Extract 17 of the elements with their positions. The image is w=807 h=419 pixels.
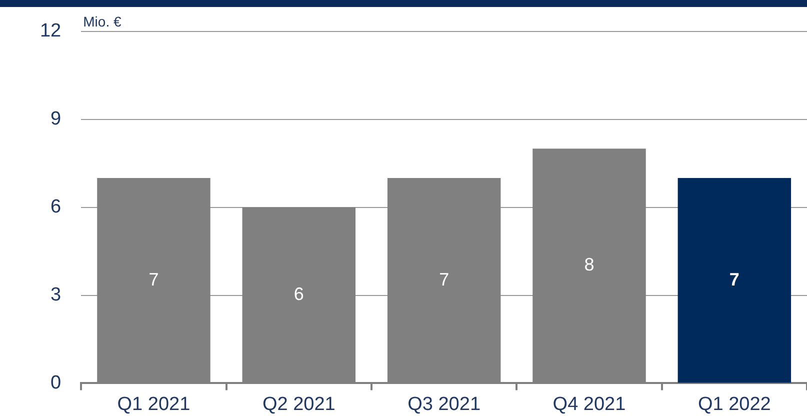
data-label: 7	[439, 269, 450, 290]
bar	[678, 178, 792, 383]
x-tick-label: Q3 2021	[408, 394, 481, 415]
y-axis-title: Mio. €	[83, 13, 122, 30]
data-label: 8	[584, 254, 594, 275]
y-tick-label: 12	[40, 20, 62, 42]
y-tick-label: 3	[50, 284, 62, 306]
y-tick-label: 0	[50, 372, 62, 394]
x-tick-label: Q2 2021	[262, 394, 336, 415]
data-label: 7	[729, 269, 740, 290]
data-label: 7	[148, 269, 159, 290]
data-label: 6	[294, 284, 304, 304]
x-tick-label: Q4 2021	[552, 394, 626, 415]
y-tick-label: 6	[50, 196, 62, 218]
x-tick-label: Q1 2021	[117, 394, 190, 415]
y-tick-label: 9	[50, 108, 62, 130]
x-tick-label: Q1 2022	[698, 394, 771, 415]
